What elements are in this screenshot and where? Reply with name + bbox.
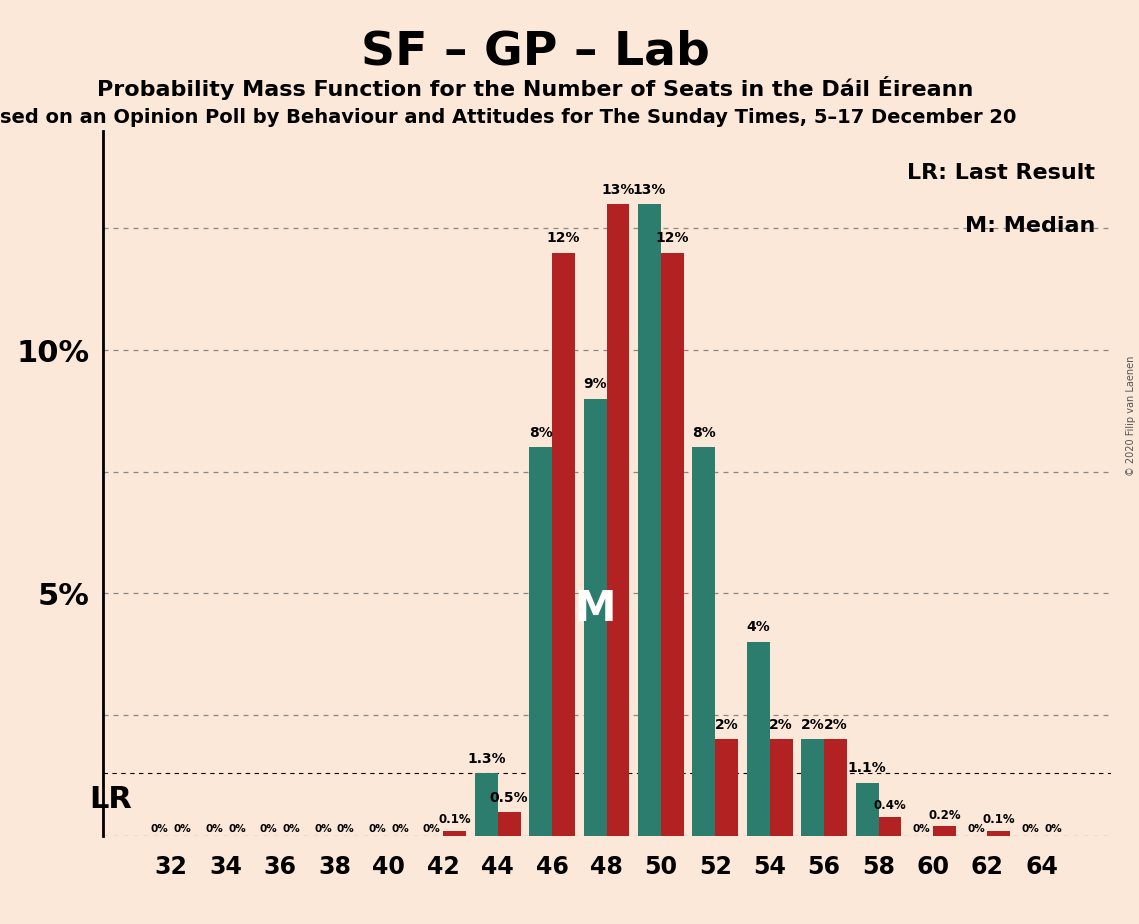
Text: LR: Last Result: LR: Last Result [908,163,1096,183]
Text: M: M [574,588,616,629]
Text: 0%: 0% [260,824,278,833]
Bar [715,739,738,836]
Bar [855,783,878,836]
Text: 0%: 0% [1044,824,1063,833]
Bar [878,817,901,836]
Text: 0%: 0% [423,824,441,833]
Bar [770,739,793,836]
Bar [606,204,630,836]
Bar [802,739,825,836]
Text: SF – GP – Lab: SF – GP – Lab [361,30,710,75]
Text: 0%: 0% [967,824,985,833]
Text: 0%: 0% [392,824,409,833]
Bar [933,826,956,836]
Text: 1.3%: 1.3% [467,752,506,766]
Text: 0.1%: 0.1% [983,813,1015,826]
Text: 0%: 0% [150,824,169,833]
Text: 12%: 12% [656,232,689,246]
Text: Probability Mass Function for the Number of Seats in the Dáil Éireann: Probability Mass Function for the Number… [97,76,974,100]
Text: 1.1%: 1.1% [847,761,886,775]
Text: 0%: 0% [174,824,191,833]
Text: sed on an Opinion Poll by Behaviour and Attitudes for The Sunday Times, 5–17 Dec: sed on an Opinion Poll by Behaviour and … [0,108,1016,128]
Text: 8%: 8% [528,426,552,440]
Text: 13%: 13% [601,183,634,197]
Bar [988,832,1010,836]
Bar [747,642,770,836]
Text: 0.2%: 0.2% [928,808,961,821]
Text: 2%: 2% [801,718,825,732]
Text: 0%: 0% [205,824,223,833]
Bar [693,447,715,836]
Text: 0%: 0% [337,824,354,833]
Text: 9%: 9% [583,377,607,392]
Text: 0%: 0% [282,824,301,833]
Text: 12%: 12% [547,232,580,246]
Text: 2%: 2% [823,718,847,732]
Bar [552,253,575,836]
Bar [638,204,661,836]
Text: 0%: 0% [369,824,386,833]
Bar [443,832,466,836]
Text: 8%: 8% [693,426,715,440]
Text: 0%: 0% [1022,824,1039,833]
Bar [475,773,498,836]
Text: © 2020 Filip van Laenen: © 2020 Filip van Laenen [1126,356,1136,476]
Text: M: Median: M: Median [965,216,1096,236]
Text: 0.4%: 0.4% [874,799,907,812]
Bar [825,739,847,836]
Text: 4%: 4% [746,620,770,635]
Bar [583,398,606,836]
Bar [661,253,683,836]
Text: 0%: 0% [228,824,246,833]
Bar [498,812,521,836]
Bar [530,447,552,836]
Text: 0%: 0% [314,824,331,833]
Text: LR: LR [90,785,132,814]
Text: 13%: 13% [633,183,666,197]
Text: 0.5%: 0.5% [490,791,528,805]
Text: 0.1%: 0.1% [439,813,472,826]
Text: 0%: 0% [912,824,931,833]
Text: 2%: 2% [769,718,793,732]
Text: 2%: 2% [715,718,739,732]
